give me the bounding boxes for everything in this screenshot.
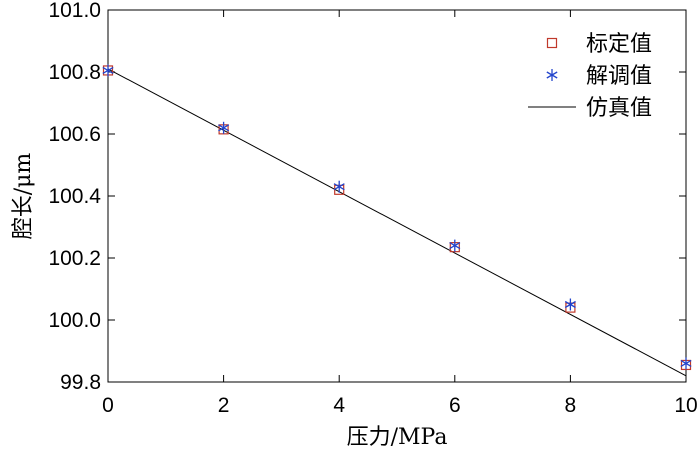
x-axis-ticks: 0 2 4 6 8 10 — [102, 10, 698, 417]
y-tick-label: 100.0 — [48, 309, 101, 332]
x-tick-label: 2 — [218, 394, 230, 417]
data-point-demodulated — [333, 180, 345, 193]
y-tick-label: 100.4 — [48, 185, 101, 208]
series-line-simulated — [107, 68, 687, 377]
y-tick-label: 99.8 — [60, 371, 101, 394]
y-axis-title: 腔长/μm — [11, 153, 36, 240]
x-tick-label: 0 — [102, 394, 114, 417]
data-point-demodulated — [102, 64, 114, 77]
data-point-demodulated — [449, 239, 461, 252]
x-tick-label: 10 — [674, 394, 697, 417]
legend-label: 仿真值 — [586, 96, 652, 121]
data-point-demodulated-stroke — [449, 242, 461, 250]
x-tick-label: 6 — [449, 394, 461, 417]
legend-marker-demodulated-stroke — [546, 71, 558, 79]
x-axis-title: 压力/MPa — [347, 425, 448, 450]
x-tick-label: 8 — [565, 394, 577, 417]
y-tick-label: 101.0 — [48, 0, 101, 22]
data-point-demodulated — [218, 121, 230, 134]
y-tick-label: 100.8 — [48, 61, 101, 84]
y-axis-ticks: 99.8 100.0 100.2 100.4 100.6 100.8 101.0 — [48, 0, 686, 394]
legend-marker-calibrated — [546, 37, 558, 49]
legend-marker-demodulated — [546, 69, 558, 81]
legend-label: 标定值 — [586, 32, 652, 57]
data-point-demodulated-stroke — [333, 183, 345, 191]
y-tick-label: 100.2 — [48, 247, 101, 270]
data-point-demodulated-stroke — [680, 359, 692, 367]
series-layer — [102, 64, 692, 377]
data-point-demodulated-stroke — [102, 66, 114, 75]
data-point-demodulated-stroke — [218, 124, 230, 132]
data-point-demodulated — [680, 357, 692, 370]
legend-label: 解调值 — [586, 64, 652, 89]
data-point-demodulated-stroke — [564, 300, 576, 309]
x-tick-label: 4 — [333, 394, 345, 417]
y-tick-label: 100.6 — [48, 123, 101, 146]
data-point-demodulated — [564, 298, 576, 311]
